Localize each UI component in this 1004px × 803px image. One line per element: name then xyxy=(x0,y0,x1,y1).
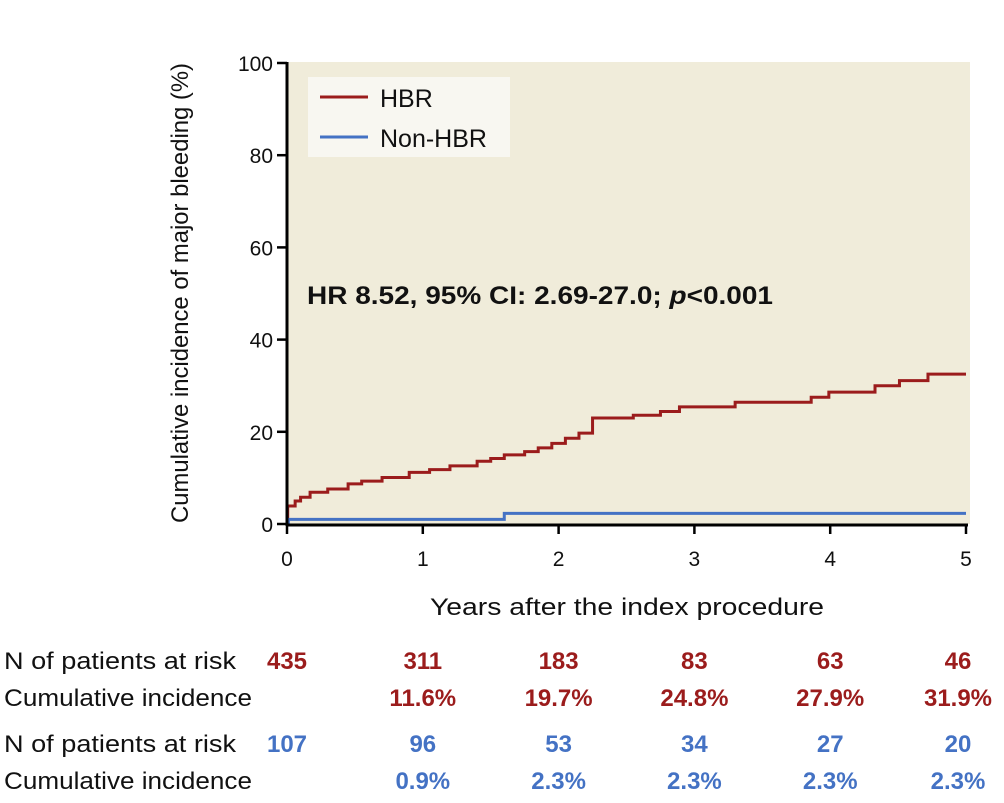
x-tick-label: 3 xyxy=(689,548,701,571)
at-risk-value: 20 xyxy=(945,731,972,758)
x-tick-label: 5 xyxy=(960,548,972,571)
y-tick-label: 60 xyxy=(250,237,273,260)
y-tick-label: 20 xyxy=(250,422,273,445)
at-risk-value: 311 xyxy=(403,648,442,675)
incidence-value: 2.3% xyxy=(531,768,586,795)
incidence-value: 24.8% xyxy=(660,685,728,712)
x-tick-label: 1 xyxy=(417,548,429,571)
x-axis-label: Years after the index procedure xyxy=(430,594,824,621)
incidence-value: 2.3% xyxy=(931,768,986,795)
incidence-value: 19.7% xyxy=(525,685,593,712)
at-risk-value: 96 xyxy=(409,731,436,758)
at-risk-value: 107 xyxy=(267,731,307,758)
at-risk-value: 27 xyxy=(817,731,844,758)
at-risk-value: 63 xyxy=(817,648,844,675)
y-tick-label: 0 xyxy=(261,514,273,537)
hazard-ratio-annotation: HR 8.52, 95% CI: 2.69-27.0; p<0.001 xyxy=(307,282,773,310)
y-tick-label: 80 xyxy=(250,145,273,168)
incidence-value: 11.6% xyxy=(389,685,456,712)
x-tick-label: 4 xyxy=(824,548,836,571)
incidence-value: 2.3% xyxy=(667,768,722,795)
legend-label-non-hbr: Non-HBR xyxy=(380,125,487,153)
axes: 0 20 40 60 80 100 0 1 2 3 4 5 xyxy=(238,53,972,571)
at-risk-value: 34 xyxy=(681,731,708,758)
incidence-value: 0.9% xyxy=(395,768,450,795)
at-risk-value: 46 xyxy=(945,648,972,675)
y-tick-label: 100 xyxy=(238,53,273,76)
annotation-suffix: <0.001 xyxy=(687,282,773,310)
legend-box xyxy=(308,77,510,157)
annotation-p: p xyxy=(668,282,686,310)
hbr-incidence-label: Cumulative incidence xyxy=(4,685,252,712)
y-axis-label: Cumulative incidence of major bleeding (… xyxy=(167,63,194,523)
x-tick-label: 2 xyxy=(553,548,565,571)
hbr-at-risk-label: N of patients at risk xyxy=(4,648,237,675)
at-risk-value: 83 xyxy=(681,648,708,675)
y-tick-label: 40 xyxy=(250,330,273,353)
x-tick-label: 0 xyxy=(281,548,293,571)
legend-label-hbr: HBR xyxy=(380,85,433,113)
at-risk-value: 183 xyxy=(539,648,579,675)
incidence-value: 27.9% xyxy=(796,685,864,712)
non-hbr-incidence-label: Cumulative incidence xyxy=(4,768,252,795)
incidence-value: 31.9% xyxy=(924,685,992,712)
annotation-prefix: HR 8.52, 95% CI: 2.69-27.0; xyxy=(307,282,669,310)
risk-table: N of patients at risk Cumulative inciden… xyxy=(4,648,992,795)
non-hbr-at-risk-label: N of patients at risk xyxy=(4,731,237,758)
at-risk-value: 53 xyxy=(545,731,572,758)
legend: HBR Non-HBR xyxy=(308,77,510,157)
at-risk-value: 435 xyxy=(267,648,307,675)
incidence-value: 2.3% xyxy=(803,768,858,795)
curve-hbr xyxy=(286,372,966,526)
